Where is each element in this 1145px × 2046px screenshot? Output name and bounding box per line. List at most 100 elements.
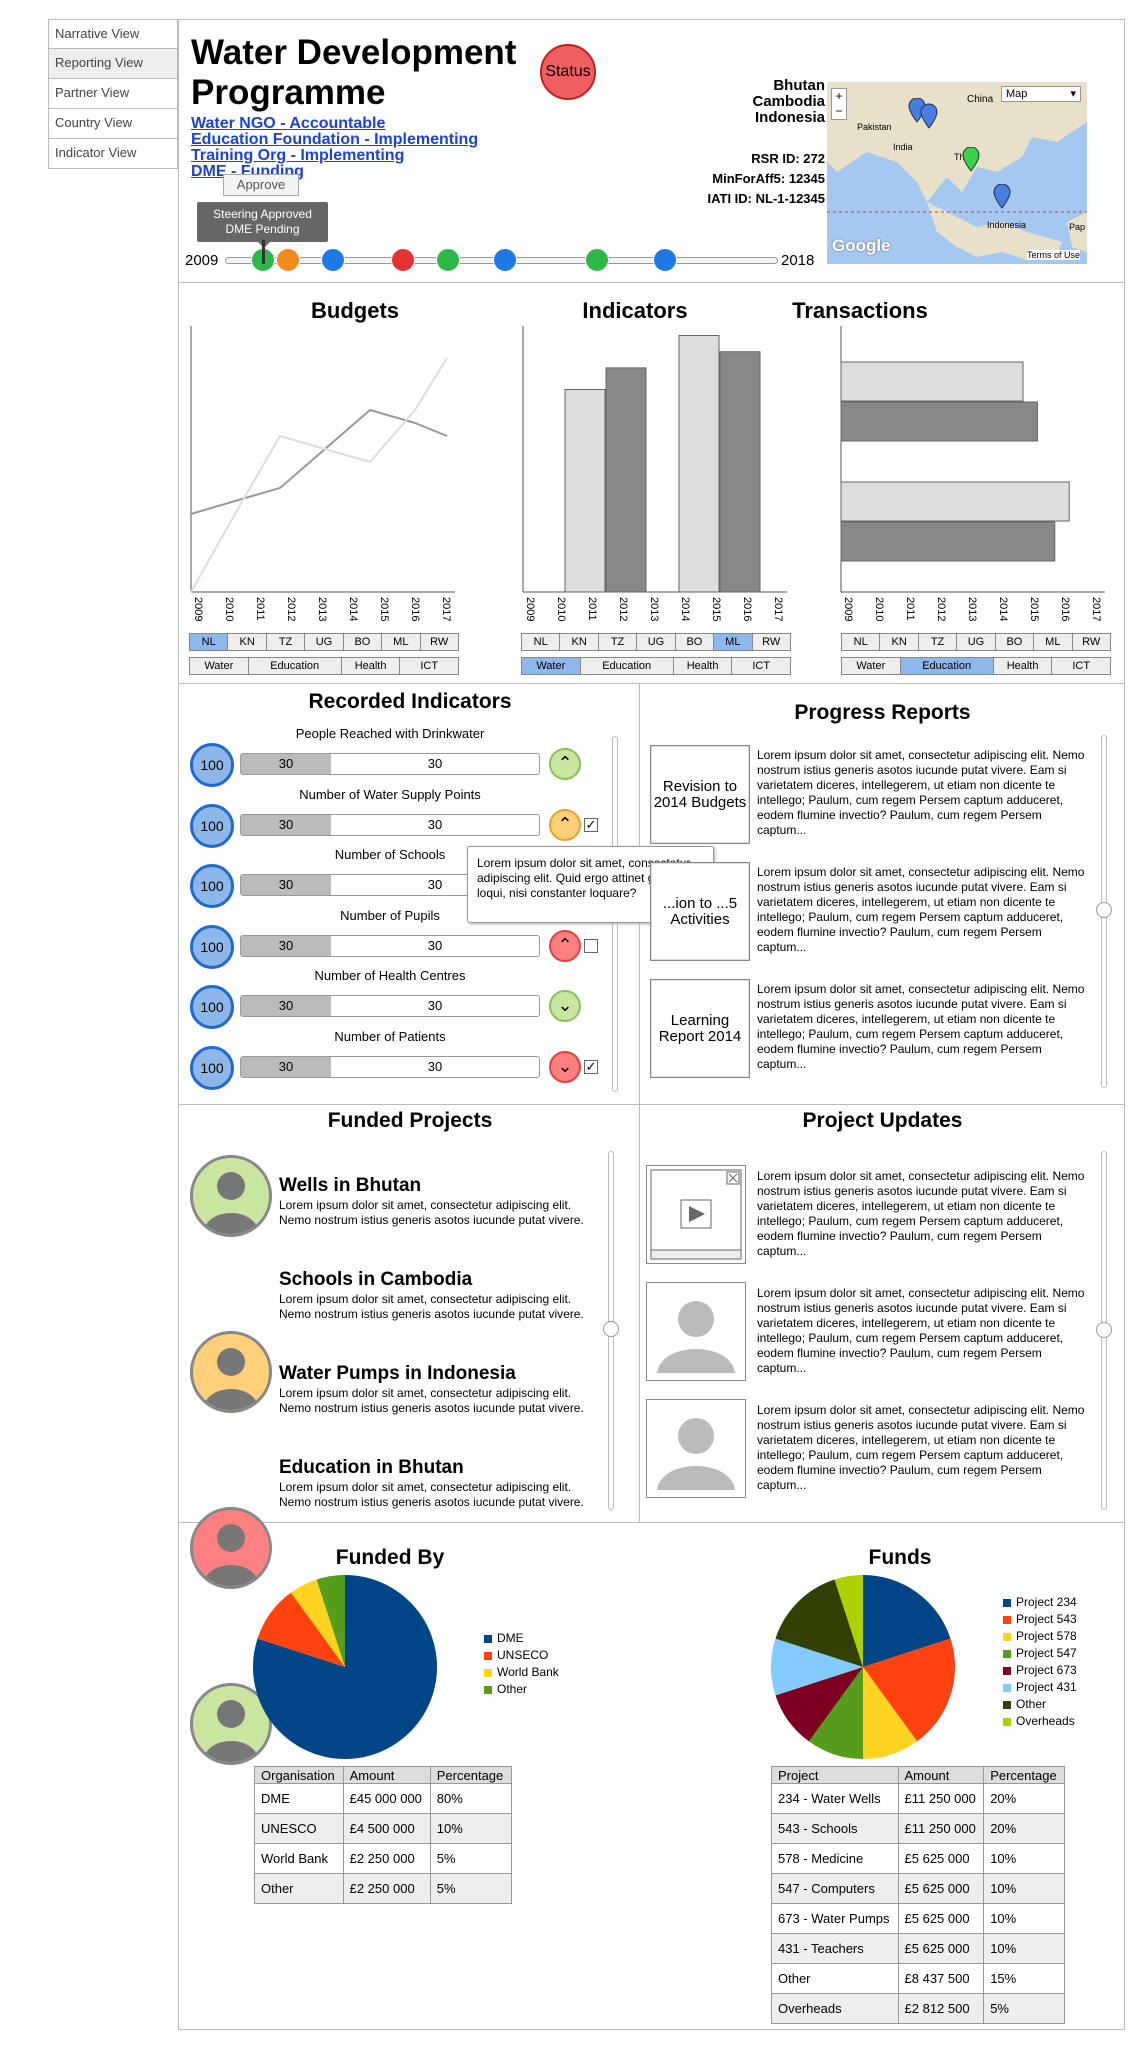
sector-filter-health[interactable]: Health xyxy=(342,658,401,674)
nav-indicator-view[interactable]: Indicator View xyxy=(48,139,178,169)
chevron-up-icon[interactable]: ⌃ xyxy=(549,748,581,780)
view-nav: Narrative View Reporting View Partner Vi… xyxy=(48,19,178,169)
x-tick-label: 2012 xyxy=(285,597,297,621)
country-filter-rw[interactable]: RW xyxy=(762,636,781,648)
status-badge[interactable]: Status xyxy=(540,44,596,100)
progress-scroll-knob[interactable] xyxy=(1096,902,1112,918)
x-tick-label: 2009 xyxy=(192,597,204,621)
indicator-target: 30 xyxy=(427,1058,443,1074)
timeline-marker[interactable] xyxy=(493,248,517,272)
report-document-box[interactable]: Revision to 2014 Budgets xyxy=(650,745,750,844)
x-tick-label: 2011 xyxy=(904,597,916,621)
country-filter-ml[interactable]: ML xyxy=(714,634,753,650)
country-filter-rw[interactable]: RW xyxy=(430,636,449,648)
nav-reporting-view[interactable]: Reporting View xyxy=(48,49,178,79)
sector-filter-water[interactable]: Water xyxy=(190,658,249,674)
nav-partner-view[interactable]: Partner View xyxy=(48,79,178,109)
link-water-ngo[interactable]: Water NGO - Accountable xyxy=(191,115,386,132)
country-filter-bo[interactable]: BO xyxy=(676,634,715,650)
zoom-in-button[interactable]: + xyxy=(835,89,843,103)
sector-filter-water[interactable]: Water xyxy=(522,658,581,674)
transactions-title: Transactions xyxy=(792,298,928,323)
table-row: 673 - Water Pumps £5 625 000 10% xyxy=(771,1903,1065,1934)
transaction-bar xyxy=(840,481,1070,522)
sector-filter-health[interactable]: Health xyxy=(994,658,1053,674)
indicator-target: 30 xyxy=(427,816,443,832)
map-zoom[interactable]: + − xyxy=(831,88,847,120)
country-filter-ug[interactable]: UG xyxy=(305,634,344,650)
video-thumbnail[interactable] xyxy=(646,1165,746,1264)
pie-slice xyxy=(290,1579,345,1667)
sector-filter-ict[interactable]: ICT xyxy=(420,660,439,672)
indicator-actual: 30 xyxy=(241,935,331,956)
nav-narrative-view[interactable]: Narrative View xyxy=(48,19,178,49)
timeline-marker[interactable] xyxy=(321,248,345,272)
sector-filter-education[interactable]: Education xyxy=(581,658,674,674)
country-filter-bo[interactable]: BO xyxy=(996,634,1035,650)
timeline-marker[interactable] xyxy=(436,248,460,272)
sector-filter-water[interactable]: Water xyxy=(842,658,901,674)
chevron-down-icon[interactable]: ⌄ xyxy=(549,990,581,1022)
project-name[interactable]: Water Pumps in Indonesia xyxy=(279,1363,516,1384)
report-document-box[interactable]: ...ion to ...5 Activities xyxy=(650,862,750,961)
pie-slice xyxy=(775,1579,863,1667)
sector-filter-ict[interactable]: ICT xyxy=(1072,660,1091,672)
funded-scroll-knob[interactable] xyxy=(603,1321,619,1337)
project-name[interactable]: Education in Bhutan xyxy=(279,1457,464,1478)
map-marker-bhutan[interactable] xyxy=(907,98,947,132)
approve-button[interactable]: Approve xyxy=(223,174,299,196)
timeline-marker[interactable] xyxy=(276,248,300,272)
country-filter-ml[interactable]: ML xyxy=(1034,634,1073,650)
sector-filter-education[interactable]: Education xyxy=(249,658,342,674)
timeline-marker[interactable] xyxy=(391,248,415,272)
country-filter-nl[interactable]: NL xyxy=(842,634,881,650)
photo-thumbnail[interactable] xyxy=(646,1399,746,1498)
sector-filter-ict[interactable]: ICT xyxy=(752,660,771,672)
map-type-select[interactable]: Map ▾ xyxy=(1001,86,1081,102)
chevron-up-icon[interactable]: ⌃ xyxy=(549,929,581,962)
project-name[interactable]: Wells in Bhutan xyxy=(279,1175,422,1196)
country-filter-tz[interactable]: TZ xyxy=(267,634,306,650)
indicator-progress-bar: 30 30 xyxy=(240,874,540,896)
report-document-box[interactable]: Learning Report 2014 xyxy=(650,979,750,1078)
nav-country-view[interactable]: Country View xyxy=(48,109,178,139)
country-filter-nl[interactable]: NL xyxy=(190,634,229,650)
country-filter-rw[interactable]: RW xyxy=(1082,636,1101,648)
country-filter-ml[interactable]: ML xyxy=(382,634,421,650)
timeline-handle[interactable] xyxy=(262,240,265,264)
project-name[interactable]: Schools in Cambodia xyxy=(279,1269,473,1290)
updates-scroll-knob[interactable] xyxy=(1096,1322,1112,1338)
timeline-marker[interactable] xyxy=(585,248,609,272)
zoom-out-button[interactable]: − xyxy=(835,104,843,118)
sector-filter-health[interactable]: Health xyxy=(674,658,733,674)
indicator-checkbox[interactable]: ✓ xyxy=(584,1058,598,1074)
map-marker-indonesia[interactable] xyxy=(992,184,1012,214)
legend-swatch xyxy=(484,1651,492,1660)
map-marker-cambodia[interactable] xyxy=(961,147,981,177)
legend-label: Other xyxy=(1016,1697,1047,1711)
photo-thumbnail[interactable] xyxy=(646,1282,746,1381)
country-filter-ug[interactable]: UG xyxy=(637,634,676,650)
map-type-label: Map xyxy=(1006,88,1028,100)
country-filter-ug[interactable]: UG xyxy=(957,634,996,650)
minforaff-id: MinForAff5: 12345 xyxy=(712,171,825,186)
country-filter-kn[interactable]: KN xyxy=(560,634,599,650)
indicator-checkbox[interactable]: ✓ xyxy=(584,816,598,832)
link-education-foundation[interactable]: Education Foundation - Implementing xyxy=(191,131,479,148)
sector-filter-education[interactable]: Education xyxy=(900,658,994,674)
link-training-org[interactable]: Training Org - Implementing xyxy=(191,147,405,164)
map-widget[interactable]: + − Map ▾ China Pakistan India Thai... I… xyxy=(827,82,1087,264)
country-filter-kn[interactable]: KN xyxy=(228,634,267,650)
country-filter-kn[interactable]: KN xyxy=(880,634,919,650)
chevron-down-icon[interactable]: ⌄ xyxy=(549,1050,581,1083)
indicator-checkbox[interactable] xyxy=(584,938,598,953)
x-tick-label: 2013 xyxy=(966,597,978,621)
country-filter-tz[interactable]: TZ xyxy=(599,634,638,650)
map-terms-link[interactable]: Terms of Use xyxy=(1027,250,1081,260)
country-filter-bo[interactable]: BO xyxy=(344,634,383,650)
country-filter-tz[interactable]: TZ xyxy=(919,634,958,650)
timeline-marker[interactable] xyxy=(653,248,677,272)
country-filter-nl[interactable]: NL xyxy=(522,634,561,650)
table-cell: £45 000 000 xyxy=(342,1783,431,1814)
chevron-up-icon[interactable]: ⌃ xyxy=(549,808,581,841)
